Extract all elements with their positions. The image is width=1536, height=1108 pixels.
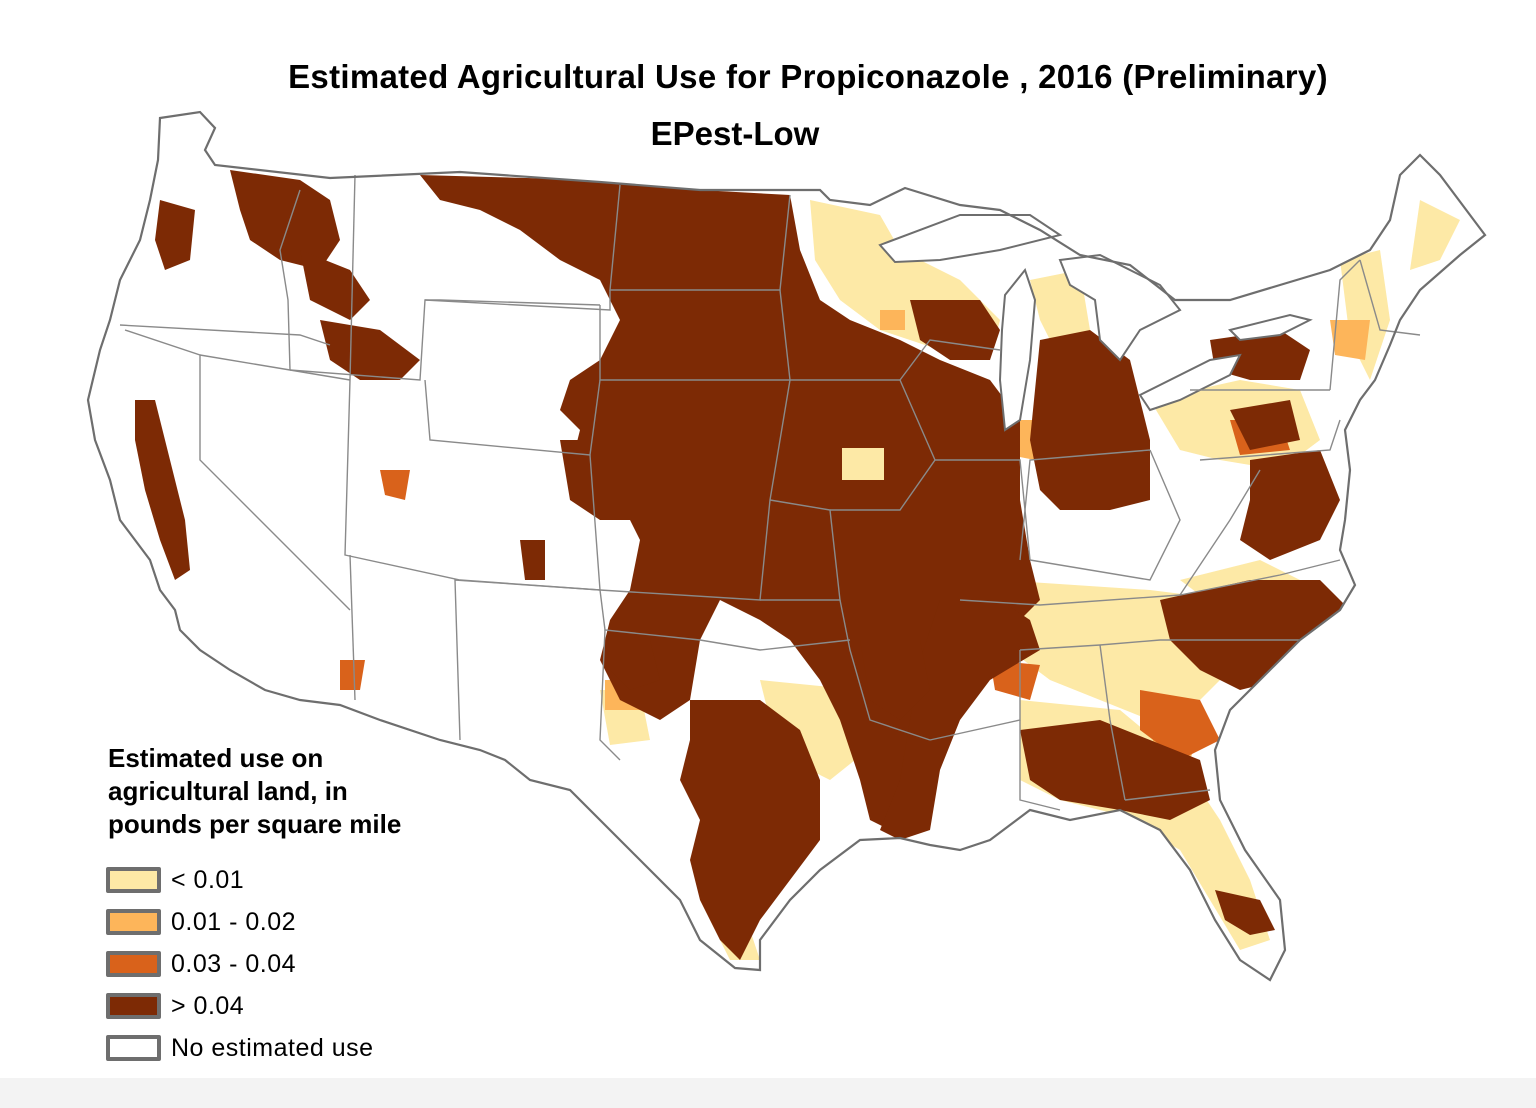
legend-item: 0.01 - 0.02 xyxy=(106,901,486,943)
legend-title: Estimated use on agricultural land, in p… xyxy=(108,743,402,839)
legend-item: > 0.04 xyxy=(106,985,486,1027)
legend-label: < 0.01 xyxy=(171,865,245,894)
map-subtitle: EPest-Low xyxy=(650,115,820,152)
legend-item: < 0.01 xyxy=(106,859,486,901)
legend-item: 0.03 - 0.04 xyxy=(106,943,486,985)
legend-label: 0.01 - 0.02 xyxy=(171,907,297,936)
legend-items: < 0.01 0.01 - 0.02 0.03 - 0.04 > 0.04 No… xyxy=(106,859,486,1069)
legend-label: 0.03 - 0.04 xyxy=(171,949,297,978)
map-title: Estimated Agricultural Use for Propicona… xyxy=(288,58,1328,95)
legend-swatch xyxy=(106,1035,161,1061)
use-regions xyxy=(135,170,1460,960)
legend-swatch xyxy=(106,867,161,893)
legend: Estimated use on agricultural land, in p… xyxy=(106,742,486,1069)
legend-item: No estimated use xyxy=(106,1027,486,1069)
iowa-light-patch xyxy=(842,448,884,480)
legend-label: > 0.04 xyxy=(171,991,245,1020)
us-coastline xyxy=(86,110,1487,982)
legend-swatch xyxy=(106,951,161,977)
footer-strip xyxy=(0,1078,1536,1108)
legend-swatch xyxy=(106,909,161,935)
state-borders xyxy=(119,174,1421,811)
legend-label: No estimated use xyxy=(171,1033,374,1062)
layer-gt-0-04 xyxy=(135,170,1350,960)
legend-swatch xyxy=(106,993,161,1019)
